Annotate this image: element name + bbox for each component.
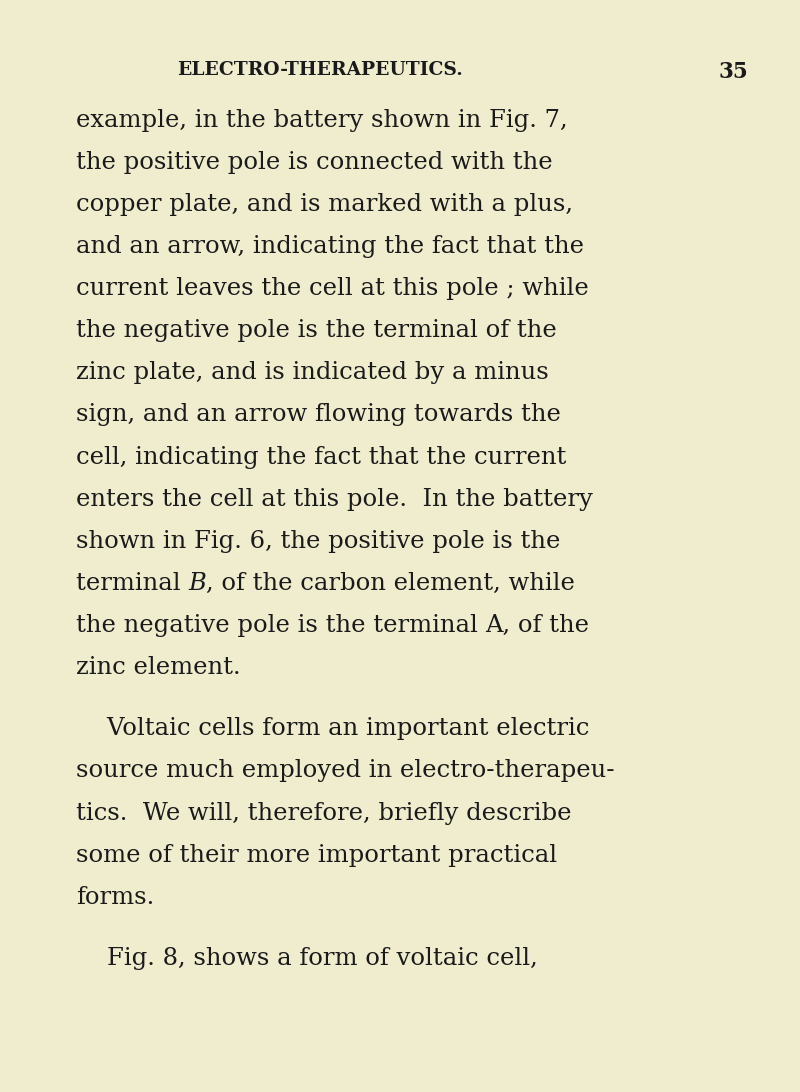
Text: current leaves the cell at this pole ; while: current leaves the cell at this pole ; w… [76, 277, 589, 300]
Text: cell, indicating the fact that the current: cell, indicating the fact that the curre… [76, 446, 566, 468]
Text: and an arrow, indicating the fact that the: and an arrow, indicating the fact that t… [76, 235, 584, 259]
Text: ELECTRO-THERAPEUTICS.: ELECTRO-THERAPEUTICS. [177, 61, 463, 79]
Text: , of the carbon element, while: , of the carbon element, while [206, 571, 575, 595]
Text: the negative pole is the terminal: the negative pole is the terminal [76, 614, 478, 637]
Text: example, in the battery shown in Fig. 7,: example, in the battery shown in Fig. 7, [76, 109, 568, 132]
Text: copper plate, and is marked with a plus,: copper plate, and is marked with a plus, [76, 193, 573, 216]
Text: the positive pole is connected with the: the positive pole is connected with the [76, 151, 553, 175]
Text: zinc plate, and is indicated by a minus: zinc plate, and is indicated by a minus [76, 361, 549, 384]
Text: tics.  We will, therefore, briefly describe: tics. We will, therefore, briefly descri… [76, 802, 571, 824]
Text: enters the cell at this pole.  In the battery: enters the cell at this pole. In the bat… [76, 487, 593, 511]
Text: 35: 35 [718, 61, 748, 83]
Text: forms.: forms. [76, 886, 154, 909]
Text: zinc element.: zinc element. [76, 655, 241, 679]
Text: shown in Fig. 6, the positive pole is the: shown in Fig. 6, the positive pole is th… [76, 530, 560, 553]
Text: B: B [188, 571, 206, 595]
Text: sign, and an arrow flowing towards the: sign, and an arrow flowing towards the [76, 403, 561, 427]
Text: source much employed in electro-therapeu-: source much employed in electro-therapeu… [76, 759, 614, 783]
Text: the negative pole is the terminal of the: the negative pole is the terminal of the [76, 319, 557, 343]
Text: some of their more important practical: some of their more important practical [76, 843, 557, 867]
Text: terminal: terminal [76, 571, 188, 595]
Text: A, of the: A, of the [486, 614, 590, 637]
Text: Fig. 8, shows a form of voltaic cell,: Fig. 8, shows a form of voltaic cell, [76, 947, 538, 971]
Text: Voltaic cells form an important electric: Voltaic cells form an important electric [76, 717, 590, 740]
